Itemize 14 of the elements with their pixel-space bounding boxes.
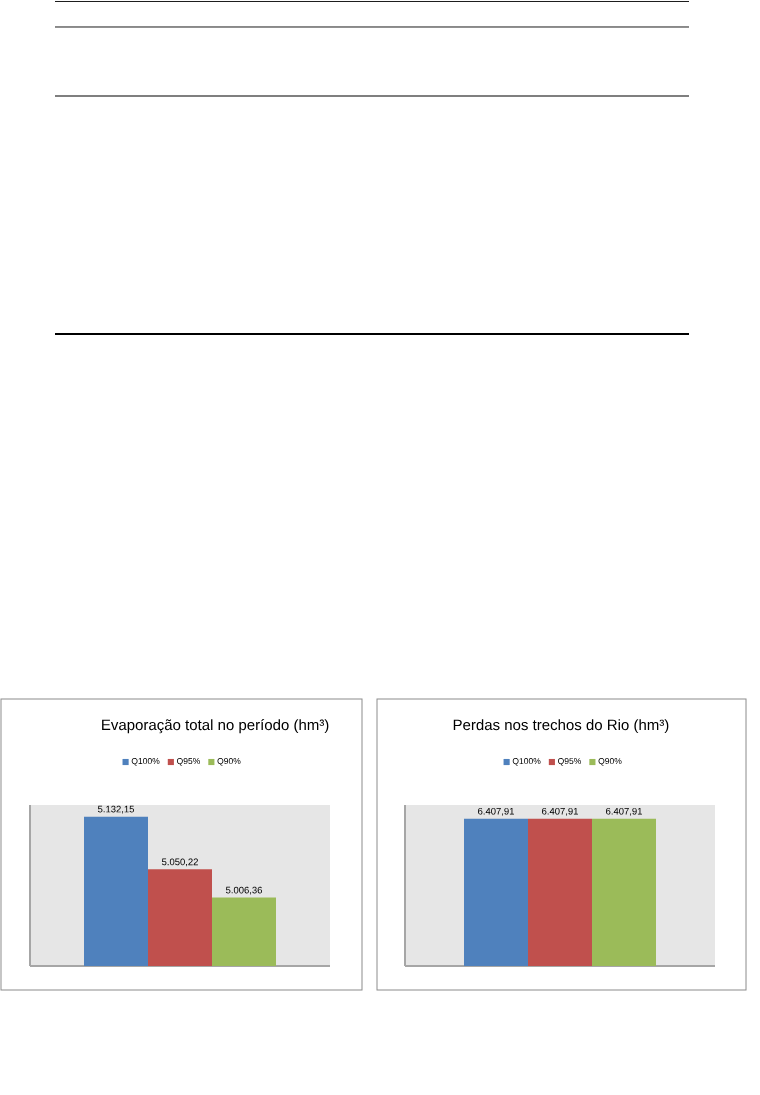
legend-label: Q100% bbox=[512, 758, 541, 766]
legend-label: Q95% bbox=[176, 758, 200, 766]
data-label: 6.407,91 bbox=[542, 807, 578, 816]
chart-title: Evaporação total no período (hm³) bbox=[102, 718, 329, 734]
data-label: 6.407,91 bbox=[606, 807, 642, 816]
data-label: 5.132,15 bbox=[97, 805, 135, 814]
legend-label: Q90% bbox=[598, 758, 622, 766]
legend-label: Q95% bbox=[558, 758, 582, 766]
chart-title: Perdas nos trechos do Rio (hm³) bbox=[453, 719, 669, 734]
legend-label: Q90% bbox=[217, 758, 241, 766]
data-label: 5.006,36 bbox=[225, 886, 263, 895]
data-label: 5.050,22 bbox=[161, 858, 198, 867]
data-label: 6.407,91 bbox=[478, 807, 514, 816]
legend-label: Q100% bbox=[131, 758, 160, 766]
